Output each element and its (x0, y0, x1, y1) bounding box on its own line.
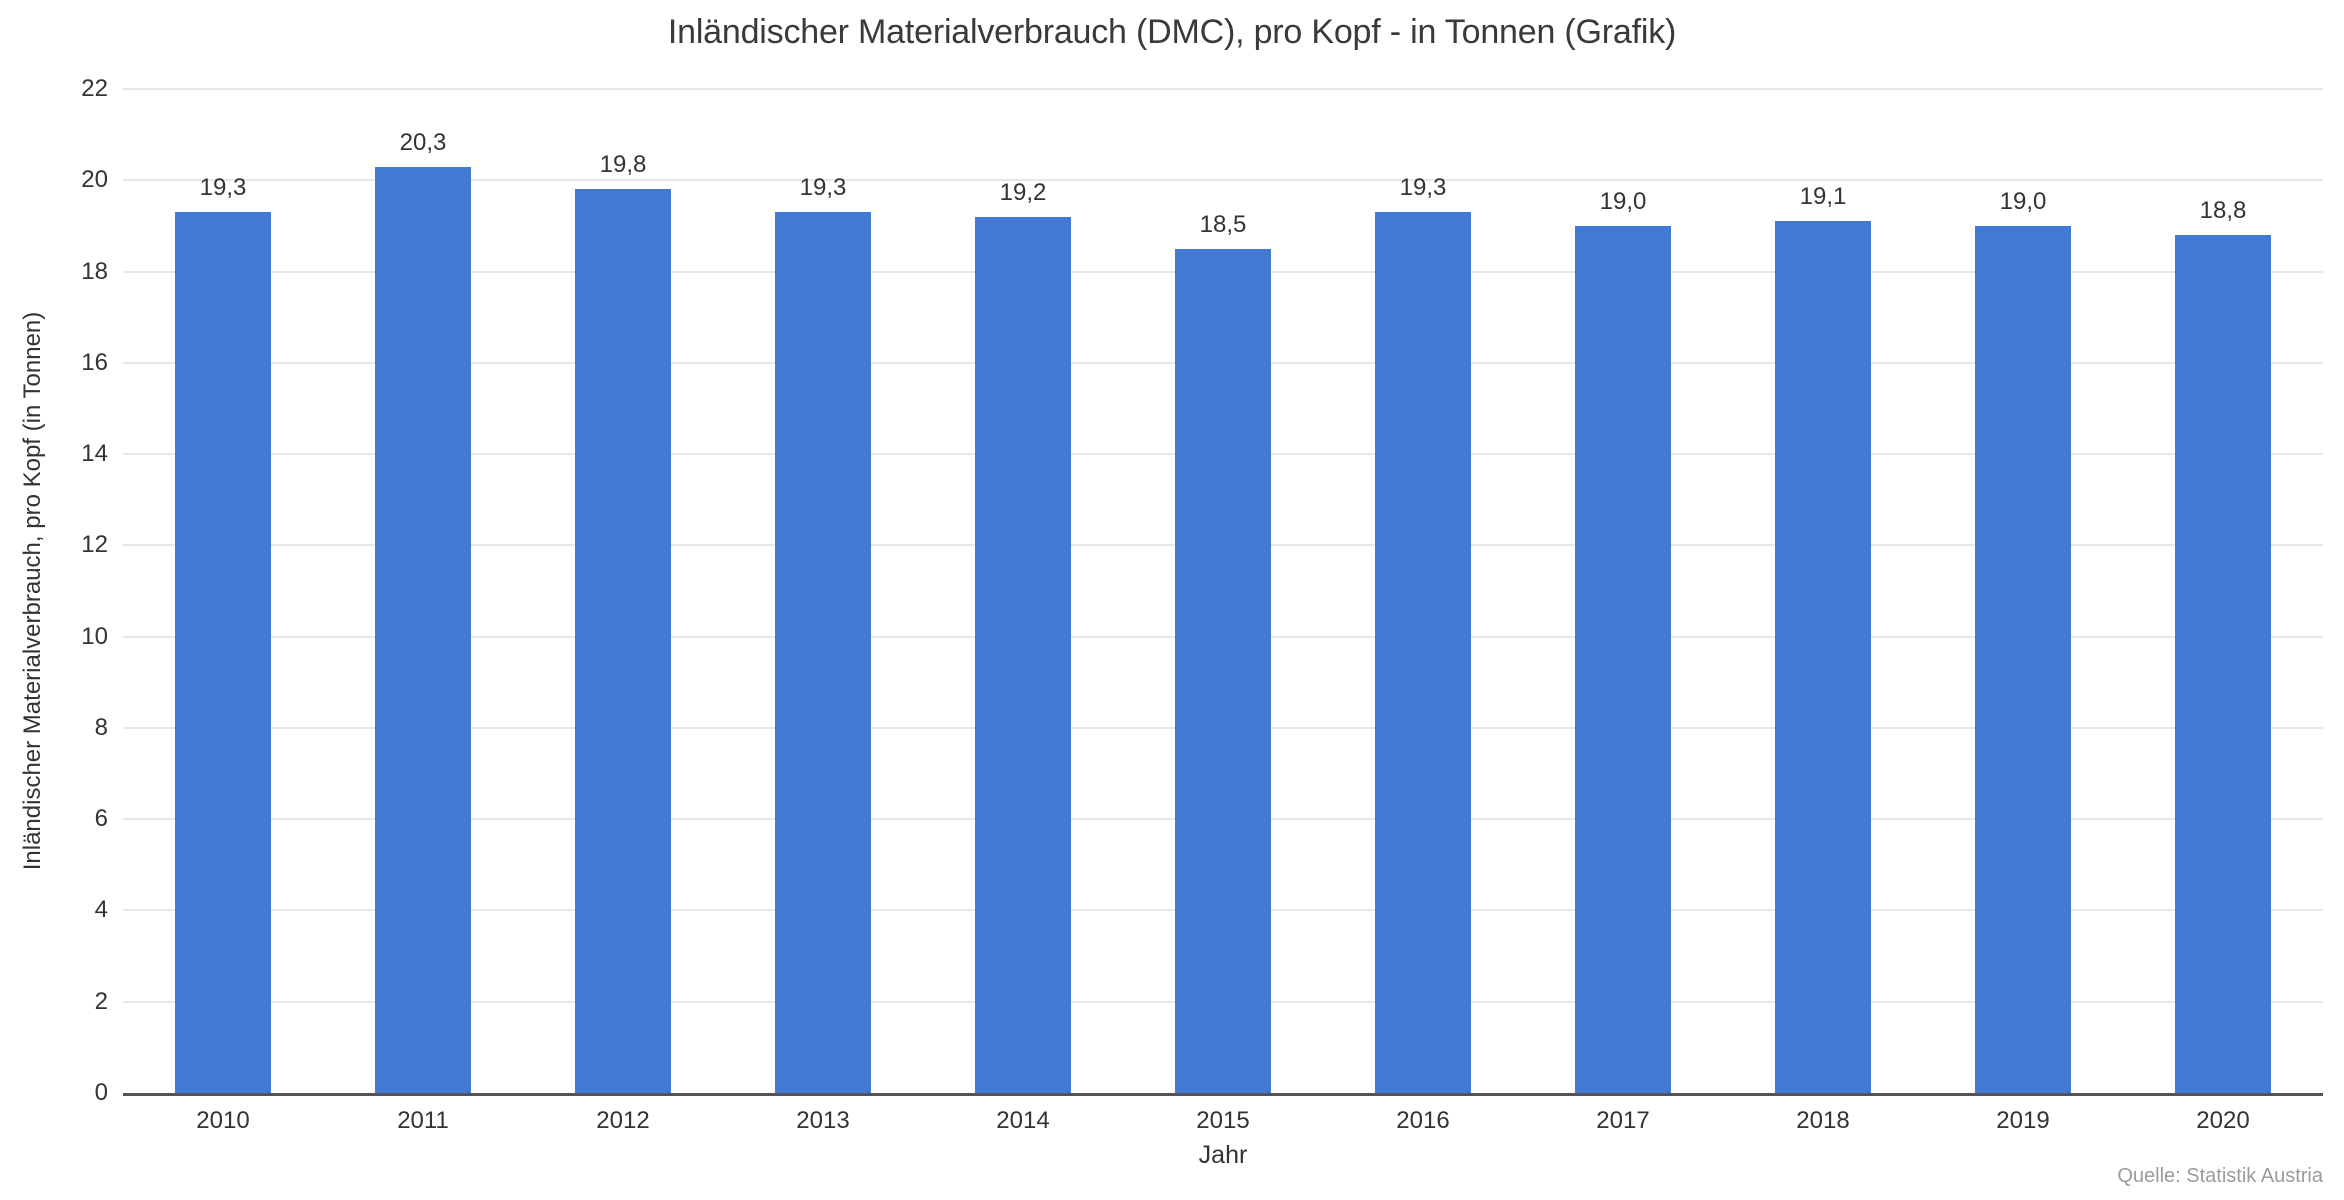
bar-2016 (1375, 212, 1471, 1093)
x-axis-title: Jahr (1198, 1141, 1248, 1169)
bar-value-label-2018: 19,1 (1799, 183, 1847, 211)
x-tick-label-2019: 2019 (1996, 1107, 2050, 1134)
bar-value-label-2014: 19,2 (999, 178, 1047, 206)
x-tick-label-2016: 2016 (1396, 1107, 1450, 1134)
bar-value-label-2017: 19,0 (1599, 187, 1647, 215)
y-tick-label-12: 12 (81, 531, 108, 559)
x-tick-label-2013: 2013 (796, 1107, 850, 1134)
x-tick-label-2020: 2020 (2196, 1107, 2250, 1134)
bar-2014 (975, 216, 1071, 1093)
bar-value-label-2016: 19,3 (1399, 174, 1447, 202)
x-tick-label-2017: 2017 (1596, 1107, 1650, 1134)
x-tick-label-2018: 2018 (1796, 1107, 1850, 1134)
bar-value-label-2011: 20,3 (399, 128, 447, 156)
bar-2010 (175, 212, 271, 1093)
y-tick-label-18: 18 (81, 257, 108, 285)
x-tick-label-2015: 2015 (1196, 1107, 1250, 1134)
bar-value-label-2013: 19,3 (799, 174, 847, 202)
bar-value-label-2020: 18,8 (2199, 197, 2247, 225)
bar-2013 (775, 212, 871, 1093)
y-tick-label-2: 2 (94, 987, 108, 1015)
y-tick-label-20: 20 (81, 166, 108, 194)
plot-area: 19,3 20,3 19,8 19,3 19,2 18,5 19,3 19,0 19,1 19,0… (123, 88, 2323, 1096)
gridline-y-22 (123, 88, 2323, 91)
y-tick-label-14: 14 (81, 440, 108, 468)
bar-2015 (1175, 248, 1271, 1093)
y-tick-label-22: 22 (81, 75, 108, 102)
y-axis-title: Inländischer Materialverbrauch, pro Kopf… (19, 311, 46, 871)
bar-value-label-2015: 18,5 (1199, 210, 1247, 238)
bar-2019 (1975, 225, 2071, 1093)
bar-2012 (575, 189, 671, 1093)
gridline-y-20 (123, 179, 2323, 182)
bar-2020 (2175, 235, 2271, 1093)
x-tick-label-2014: 2014 (996, 1107, 1050, 1134)
bar-value-label-2019: 19,0 (1999, 187, 2047, 215)
bar-value-label-2012: 19,8 (599, 151, 647, 179)
y-tick-label-0: 0 (94, 1079, 108, 1106)
bar-2017 (1575, 225, 1671, 1093)
y-tick-label-8: 8 (94, 713, 108, 741)
y-tick-label-16: 16 (81, 348, 108, 376)
source-attribution: Quelle: Statistik Austria (2117, 1165, 2323, 1187)
x-tick-label-2011: 2011 (397, 1107, 449, 1134)
bar-value-label-2010: 19,3 (199, 174, 247, 202)
x-tick-label-2010: 2010 (196, 1107, 250, 1134)
chart-title: Inländischer Materialverbrauch (DMC), pr… (667, 13, 1677, 51)
bar-2011 (375, 166, 471, 1093)
x-tick-label-2012: 2012 (596, 1107, 650, 1134)
y-tick-label-4: 4 (94, 896, 108, 924)
y-tick-label-10: 10 (81, 622, 108, 650)
y-tick-label-6: 6 (94, 805, 108, 833)
bar-2018 (1775, 221, 1871, 1093)
